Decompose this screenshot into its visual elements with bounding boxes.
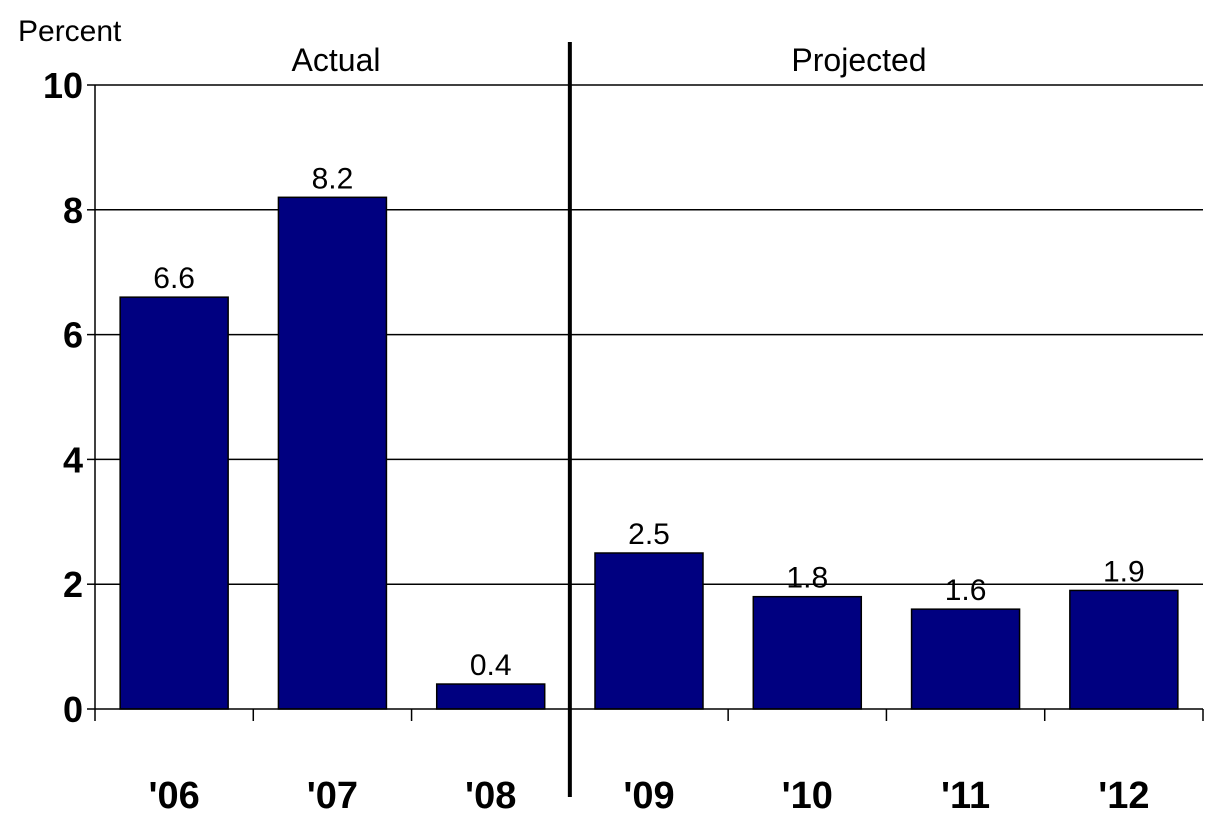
bar — [910, 608, 1021, 710]
y-tick-label: 6 — [63, 315, 83, 356]
y-tick-label: 2 — [63, 564, 83, 605]
data-label: 0.4 — [470, 649, 512, 682]
bar — [435, 683, 546, 710]
bars — [119, 196, 1179, 710]
bar — [119, 296, 229, 710]
x-tick-label: '12 — [1098, 775, 1149, 814]
bar — [1069, 589, 1179, 710]
x-tick-labels: '06 '07 '08 '09 '10 '11 '12 — [148, 775, 1149, 814]
y-tick-labels: 0 2 4 6 8 10 — [43, 65, 83, 730]
data-label: 1.8 — [786, 562, 828, 595]
bar — [594, 552, 704, 710]
bar — [752, 595, 863, 710]
section-label-projected: Projected — [791, 42, 926, 78]
y-tick-label: 10 — [43, 65, 83, 106]
data-label: 1.6 — [945, 574, 987, 607]
x-tick-label: '09 — [623, 775, 674, 814]
data-label: 8.2 — [312, 162, 354, 195]
bar — [277, 196, 388, 710]
x-tick-label: '11 — [941, 775, 990, 814]
y-axis-label: Percent — [18, 15, 122, 48]
data-label: 2.5 — [628, 518, 670, 551]
y-tick-label: 8 — [63, 190, 83, 231]
y-tick-label: 4 — [63, 439, 83, 480]
axes — [94, 42, 1204, 797]
section-label-actual: Actual — [292, 42, 381, 78]
x-tick-label: '10 — [782, 775, 833, 814]
data-label: 6.6 — [153, 262, 195, 295]
x-tick-label: '07 — [307, 775, 358, 814]
x-tick-label: '08 — [465, 775, 516, 814]
y-tick-label: 0 — [63, 689, 83, 730]
x-tick-label: '06 — [148, 775, 199, 814]
data-labels: 6.6 8.2 0.4 2.5 1.8 1.6 1.9 — [153, 162, 1144, 682]
data-label: 1.9 — [1103, 555, 1145, 588]
